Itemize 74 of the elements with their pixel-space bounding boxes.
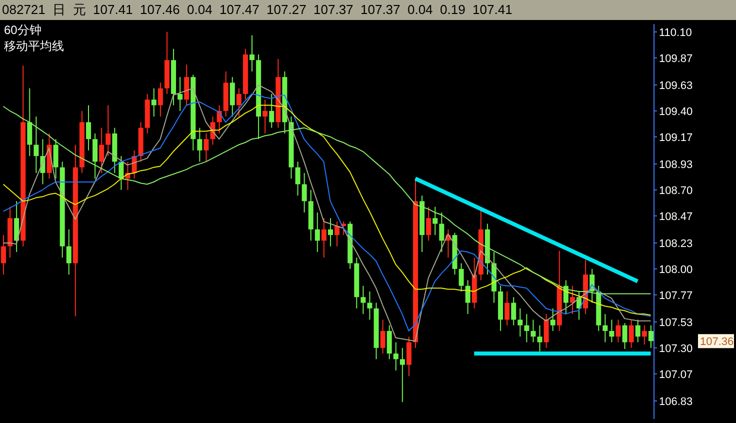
- candlestick: [66, 228, 72, 276]
- y-tick-label: 109.87: [659, 52, 693, 65]
- text: 107.36: [700, 336, 734, 348]
- candlestick: [524, 314, 530, 343]
- candlestick: [334, 221, 340, 247]
- candlestick: [426, 206, 432, 242]
- candlestick: [250, 34, 254, 72]
- candlestick: [622, 322, 628, 350]
- annotation: 移动平均线: [4, 38, 64, 54]
- candlestick: [197, 127, 202, 162]
- candlestick: [393, 342, 398, 371]
- candlestick: [99, 127, 104, 174]
- candlestick: [158, 82, 163, 118]
- y-tick-label: 107.77: [659, 290, 693, 302]
- candlestick: [642, 324, 647, 346]
- y-tick-label: 107.53: [659, 316, 693, 329]
- candlestick: [400, 347, 405, 403]
- y-tick-label: 108.93: [659, 158, 693, 171]
- y-tick-label: 108.70: [659, 184, 693, 197]
- candlestick: [518, 308, 523, 338]
- y-tick-label: 107.30: [659, 342, 693, 355]
- candlestick: [550, 308, 556, 332]
- y-tick-label: 110.10: [659, 26, 692, 39]
- candlestick: [321, 218, 326, 258]
- candlestick: [230, 76, 235, 118]
- chart-subtitle: 60分钟: [4, 22, 42, 38]
- candlestick: [92, 132, 98, 180]
- candlestick: [302, 172, 307, 213]
- candlestick: [53, 138, 58, 180]
- candlestick: [504, 290, 510, 326]
- candlestick: [106, 104, 111, 157]
- candlestick: [27, 88, 32, 157]
- y-tick-label: 108.23: [659, 238, 693, 250]
- candlestick: [14, 200, 20, 252]
- candlestick: [465, 280, 470, 315]
- candlestick: [386, 324, 392, 360]
- candlestick: [314, 212, 320, 252]
- candlestick: [34, 116, 39, 174]
- candlestick: [635, 319, 640, 343]
- candlestick: [269, 93, 274, 128]
- chart-title: 082721 日 元 107.41 107.46 0.04 107.47 107.27 107.37 107.37 0.04 0.19 107.41: [0, 0, 736, 20]
- candlestick: [151, 88, 156, 118]
- candlestick: [432, 206, 438, 236]
- candlestick: [439, 212, 444, 252]
- y-tick-label: 109.63: [659, 80, 693, 92]
- candlestick: [367, 290, 372, 320]
- candlestick: [0, 234, 6, 276]
- candlestick: [609, 319, 614, 343]
- candlestick: [544, 314, 549, 348]
- candlestick: [458, 262, 464, 292]
- y-tick-label: 109.17: [659, 132, 693, 144]
- candlestick: [295, 161, 300, 196]
- candlestick: [570, 285, 575, 315]
- candlestick: [537, 324, 542, 352]
- candlestick: [236, 88, 242, 118]
- y-tick-label: 108.00: [659, 264, 693, 276]
- y-tick-label: 108.47: [659, 210, 693, 223]
- candlestick: [530, 319, 536, 343]
- y-tick-label: 109.40: [659, 106, 693, 118]
- candlestick: [511, 296, 516, 326]
- candlestick: [616, 319, 621, 343]
- candlestick: [262, 99, 268, 134]
- candlestick: [328, 218, 333, 247]
- y-tick-label: 106.83: [659, 396, 693, 408]
- y-tick-label: 107.07: [659, 368, 693, 381]
- candlestick: [628, 319, 634, 348]
- candlestick: [406, 336, 412, 377]
- candlestick: [380, 319, 386, 354]
- candlestick: [360, 285, 366, 315]
- candlestick: [184, 64, 190, 106]
- candlestick: [204, 132, 209, 162]
- candlestick: [178, 76, 183, 112]
- candlestick: [602, 314, 608, 343]
- candlestick: [86, 104, 91, 151]
